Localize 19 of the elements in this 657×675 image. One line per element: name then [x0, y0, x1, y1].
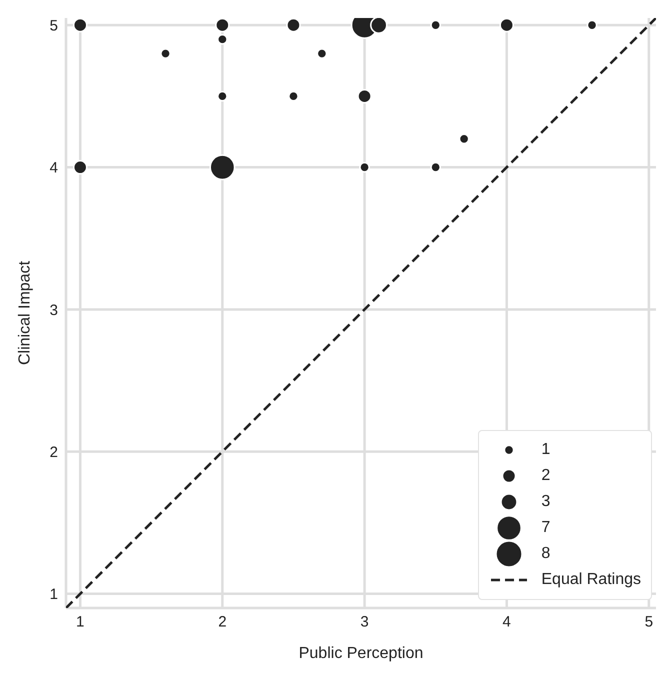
legend-label: 8 — [541, 545, 550, 563]
y-axis-title: Clinical Impact — [16, 260, 34, 366]
legend-label: 7 — [541, 519, 550, 537]
x-tick-label: 5 — [644, 614, 654, 631]
y-tick-label: 4 — [50, 160, 58, 177]
x-tick-label: 2 — [218, 614, 227, 631]
x-tick-label: 1 — [76, 614, 84, 631]
legend-label: 2 — [541, 467, 550, 485]
x-tick-label: 4 — [502, 614, 511, 631]
legend-label: 1 — [541, 441, 550, 459]
x-axis-title: Public Perception — [298, 645, 424, 662]
legend: 1 2 3 7 8 Equal Ratings — [478, 430, 652, 600]
legend-label: 3 — [541, 493, 550, 511]
y-tick-label: 5 — [50, 17, 58, 34]
y-tick-label: 3 — [50, 302, 58, 319]
legend-label: Equal Ratings — [541, 571, 641, 589]
x-tick-label: 3 — [360, 614, 369, 631]
y-tick-label: 2 — [50, 444, 58, 461]
y-tick-label: 1 — [50, 586, 58, 604]
